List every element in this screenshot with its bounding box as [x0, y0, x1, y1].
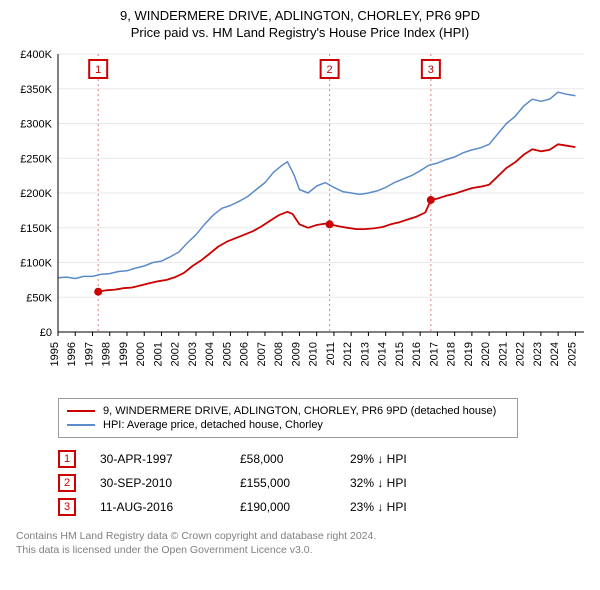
marker-badge: 2: [58, 474, 76, 492]
table-row: 3 11-AUG-2016 £190,000 23% ↓ HPI: [58, 498, 592, 516]
svg-text:2016: 2016: [411, 342, 423, 366]
svg-text:2002: 2002: [170, 342, 182, 366]
svg-text:2012: 2012: [342, 342, 354, 366]
svg-text:2008: 2008: [273, 342, 285, 366]
svg-text:2009: 2009: [290, 342, 302, 366]
table-row: 2 30-SEP-2010 £155,000 32% ↓ HPI: [58, 474, 592, 492]
svg-text:2000: 2000: [135, 342, 147, 366]
svg-text:2025: 2025: [566, 342, 578, 366]
legend-label: HPI: Average price, detached house, Chor…: [103, 419, 323, 431]
legend-swatch: [67, 410, 95, 412]
marker-desc: 32% ↓ HPI: [350, 476, 470, 490]
title-main: 9, WINDERMERE DRIVE, ADLINGTON, CHORLEY,…: [8, 8, 592, 23]
svg-text:2022: 2022: [515, 342, 527, 366]
marker-date: 30-SEP-2010: [100, 476, 240, 490]
svg-text:1: 1: [95, 64, 101, 76]
table-row: 1 30-APR-1997 £58,000 29% ↓ HPI: [58, 450, 592, 468]
attribution: Contains HM Land Registry data © Crown c…: [16, 530, 592, 557]
svg-text:2013: 2013: [359, 342, 371, 366]
svg-text:2021: 2021: [497, 342, 509, 366]
svg-text:2023: 2023: [532, 342, 544, 366]
marker-desc: 23% ↓ HPI: [350, 500, 470, 514]
legend-label: 9, WINDERMERE DRIVE, ADLINGTON, CHORLEY,…: [103, 405, 496, 417]
marker-price: £190,000: [240, 500, 350, 514]
svg-text:£100K: £100K: [20, 258, 52, 270]
svg-text:2020: 2020: [480, 342, 492, 366]
svg-text:£300K: £300K: [20, 119, 52, 131]
title-block: 9, WINDERMERE DRIVE, ADLINGTON, CHORLEY,…: [8, 8, 592, 40]
title-sub: Price paid vs. HM Land Registry's House …: [8, 25, 592, 40]
svg-text:2004: 2004: [204, 342, 216, 366]
svg-text:2014: 2014: [377, 342, 389, 366]
svg-text:2006: 2006: [239, 342, 251, 366]
attribution-line: This data is licensed under the Open Gov…: [16, 544, 592, 558]
svg-text:3: 3: [428, 64, 434, 76]
svg-text:1996: 1996: [66, 342, 78, 366]
attribution-line: Contains HM Land Registry data © Crown c…: [16, 530, 592, 544]
marker-date: 30-APR-1997: [100, 452, 240, 466]
svg-text:1995: 1995: [49, 342, 61, 366]
svg-text:1999: 1999: [118, 342, 130, 366]
svg-text:1997: 1997: [83, 342, 95, 366]
svg-text:2017: 2017: [428, 342, 440, 366]
marker-desc: 29% ↓ HPI: [350, 452, 470, 466]
chart-svg: £0 £50K £100K £150K £200K £250K £300K £350K £400…: [8, 48, 592, 388]
svg-text:£350K: £350K: [20, 84, 52, 96]
svg-text:2024: 2024: [549, 342, 561, 366]
marker-badge: 1: [58, 450, 76, 468]
svg-text:2007: 2007: [256, 342, 268, 366]
svg-text:2003: 2003: [187, 342, 199, 366]
svg-text:2010: 2010: [308, 342, 320, 366]
legend-swatch: [67, 424, 95, 426]
svg-text:2018: 2018: [446, 342, 458, 366]
legend-row: HPI: Average price, detached house, Chor…: [67, 419, 509, 431]
svg-text:£50K: £50K: [26, 292, 52, 304]
legend-row: 9, WINDERMERE DRIVE, ADLINGTON, CHORLEY,…: [67, 405, 509, 417]
svg-text:£0: £0: [40, 327, 52, 339]
svg-text:2001: 2001: [152, 342, 164, 366]
price-chart: £0 £50K £100K £150K £200K £250K £300K £350K £400…: [8, 48, 592, 388]
svg-text:£200K: £200K: [20, 188, 52, 200]
svg-text:1998: 1998: [101, 342, 113, 366]
marker-price: £58,000: [240, 452, 350, 466]
legend: 9, WINDERMERE DRIVE, ADLINGTON, CHORLEY,…: [58, 398, 518, 438]
marker-date: 11-AUG-2016: [100, 500, 240, 514]
svg-text:£400K: £400K: [20, 49, 52, 61]
marker-events-table: 1 30-APR-1997 £58,000 29% ↓ HPI 2 30-SEP…: [58, 450, 592, 516]
svg-text:£250K: £250K: [20, 153, 52, 165]
svg-text:2019: 2019: [463, 342, 475, 366]
marker-price: £155,000: [240, 476, 350, 490]
svg-text:2005: 2005: [221, 342, 233, 366]
marker-badge: 3: [58, 498, 76, 516]
svg-text:2011: 2011: [325, 342, 337, 366]
svg-text:2015: 2015: [394, 342, 406, 366]
svg-text:2: 2: [327, 64, 333, 76]
svg-text:£150K: £150K: [20, 223, 52, 235]
